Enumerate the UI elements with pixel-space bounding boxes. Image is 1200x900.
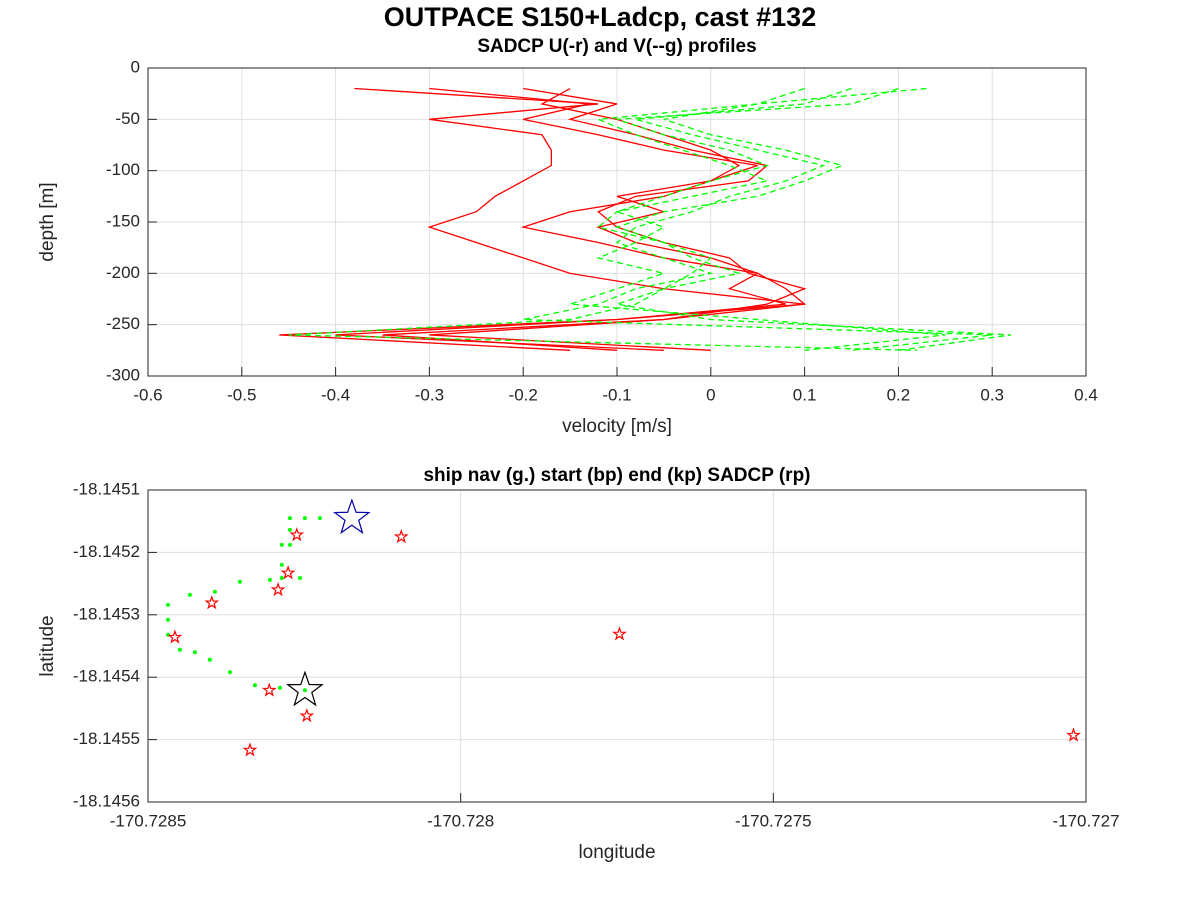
y-axis-label: depth [m]: [37, 182, 58, 261]
x-axis-label: longitude: [578, 842, 655, 863]
x-tick-label: -0.1: [602, 385, 631, 404]
nav-point: [187, 592, 192, 597]
nav-point: [287, 542, 292, 547]
nav-point: [279, 575, 284, 580]
nav-point: [212, 589, 217, 594]
axes-box: [147, 67, 1087, 377]
y-tick-label: -300: [106, 365, 140, 384]
x-tick-label: -170.7275: [735, 811, 812, 830]
x-tick-label: 0.2: [887, 385, 911, 404]
axes-box: [147, 489, 1087, 803]
star-marker: [1066, 727, 1081, 742]
plot-marks: [166, 498, 1081, 757]
x-tick-label: -0.4: [321, 385, 350, 404]
x-tick-label: -0.3: [415, 385, 444, 404]
y-tick-label: -18.1453: [73, 604, 140, 623]
nav-point: [287, 516, 292, 521]
nav-point: [252, 683, 257, 688]
nav-point: [302, 516, 307, 521]
nav-point: [207, 657, 212, 662]
x-tick-label: -0.5: [227, 385, 256, 404]
star-marker: [333, 498, 371, 535]
x-tick-label: -170.7285: [110, 811, 187, 830]
profile-line: [288, 87, 918, 351]
profile-line: [569, 87, 946, 351]
profile-line: [523, 87, 993, 351]
star-marker: [286, 670, 324, 707]
y-tick-label: -100: [106, 160, 140, 179]
x-tick-label: 0.1: [793, 385, 817, 404]
x-tick-label: -0.2: [509, 385, 538, 404]
y-tick-label: -18.1451: [73, 479, 140, 498]
plot-area: [148, 490, 1086, 802]
nav-point: [166, 602, 171, 607]
star-marker: [299, 708, 315, 723]
y-tick-label: -18.1452: [73, 542, 140, 561]
star-marker: [289, 527, 305, 542]
star-marker: [204, 595, 220, 610]
y-tick-label: -50: [115, 109, 140, 128]
y-tick-label: -150: [106, 211, 140, 230]
star-marker: [167, 629, 183, 644]
star-marker: [242, 742, 258, 757]
nav-point: [277, 685, 282, 690]
y-tick-label: -18.1455: [73, 729, 140, 748]
axes-title: SADCP U(-r) and V(--g) profiles: [477, 36, 756, 57]
star-marker: [270, 582, 286, 597]
nav-point: [227, 670, 232, 675]
x-tick-label: 0.3: [980, 385, 1004, 404]
y-tick-label: 0: [131, 57, 140, 76]
star-marker: [612, 626, 627, 641]
x-axis-label: velocity [m/s]: [562, 416, 672, 437]
x-tick-label: 0: [706, 385, 715, 404]
x-tick-label: -170.727: [1052, 811, 1119, 830]
y-tick-label: -250: [106, 314, 140, 333]
nav-point: [279, 562, 284, 567]
y-tick-label: -18.1456: [73, 791, 140, 810]
axes-title: ship nav (g.) start (bp) end (kp) SADCP …: [423, 465, 810, 486]
profile-line: [614, 87, 1012, 351]
nav-point: [237, 579, 242, 584]
y-axis-label: latitude: [37, 615, 58, 676]
nav-point: [302, 688, 307, 693]
nav-point: [297, 575, 302, 580]
nav-point: [267, 577, 272, 582]
star-marker: [393, 528, 409, 544]
profile-line: [335, 87, 807, 351]
nav-point: [166, 617, 171, 622]
star-marker: [280, 565, 296, 580]
nav-point: [317, 516, 322, 521]
nav-point: [177, 647, 182, 652]
y-tick-label: -18.1454: [73, 667, 140, 686]
x-tick-label: 0.4: [1074, 385, 1098, 404]
plot-marks: [279, 87, 1012, 351]
x-tick-label: -170.728: [427, 811, 494, 830]
nav-point: [192, 650, 197, 655]
nav-point: [279, 542, 284, 547]
nav-point: [287, 527, 292, 532]
x-tick-label: -0.6: [133, 385, 162, 404]
y-tick-label: -200: [106, 263, 140, 282]
figure-title: OUTPACE S150+Ladcp, cast #132: [384, 2, 816, 32]
star-marker: [261, 682, 277, 697]
